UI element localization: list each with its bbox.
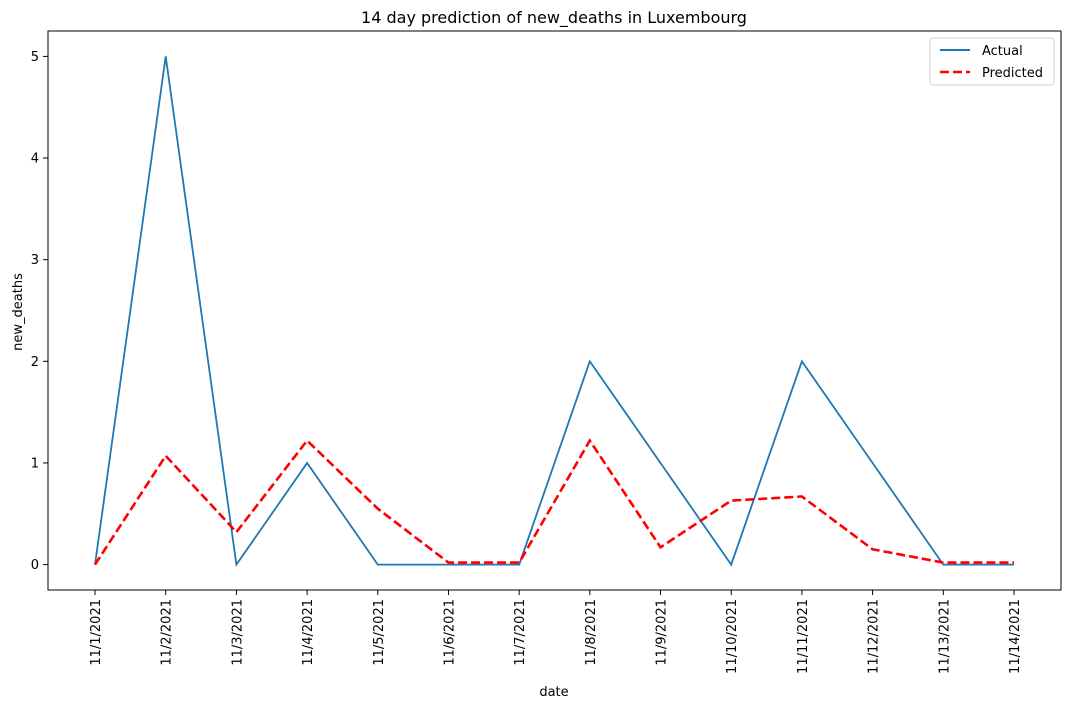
x-tick-label: 11/3/2021	[230, 599, 245, 666]
x-tick-label: 11/2/2021	[160, 599, 175, 666]
series-layer	[93, 56, 1014, 568]
x-tick-label: 11/4/2021	[301, 599, 316, 666]
x-tick-label: 11/7/2021	[513, 599, 528, 666]
legend-actual-label: Actual	[982, 44, 1023, 59]
y-tick-label: 0	[31, 558, 39, 573]
x-tick-label: 11/1/2021	[89, 599, 104, 666]
x-tick-label: 11/6/2021	[442, 599, 457, 666]
x-axis-label: date	[539, 685, 568, 700]
legend-predicted-label: Predicted	[982, 66, 1043, 81]
x-tick-label: 11/8/2021	[584, 599, 599, 666]
y-tick-label: 4	[31, 152, 39, 167]
x-tick-label: 11/14/2021	[1008, 599, 1023, 674]
y-tick-label: 3	[31, 253, 39, 268]
y-tick-label: 5	[31, 50, 39, 65]
x-axis: 11/1/2021 11/2/2021 11/3/2021 11/4/2021 11/5…	[89, 590, 1023, 674]
x-tick-label: 11/5/2021	[372, 599, 387, 666]
series-line-actual	[94, 56, 1014, 568]
x-tick-label: 11/12/2021	[867, 599, 882, 674]
plot-frame	[47, 30, 1062, 591]
legend: Actual Predicted	[929, 37, 1055, 86]
y-tick-label: 2	[31, 355, 39, 370]
x-tick-label: 11/9/2021	[655, 599, 670, 666]
y-tick-label: 1	[31, 456, 39, 471]
x-tick-label: 11/11/2021	[796, 599, 811, 674]
x-tick-label: 11/13/2021	[937, 599, 952, 674]
chart-title: 14 day prediction of new_deaths in Luxem…	[361, 8, 747, 28]
series-line-predicted	[93, 438, 1014, 566]
y-axis: 0 1 2 3 4 5	[31, 50, 48, 573]
x-tick-label: 11/10/2021	[725, 599, 740, 674]
y-axis-label: new_deaths	[11, 273, 26, 351]
